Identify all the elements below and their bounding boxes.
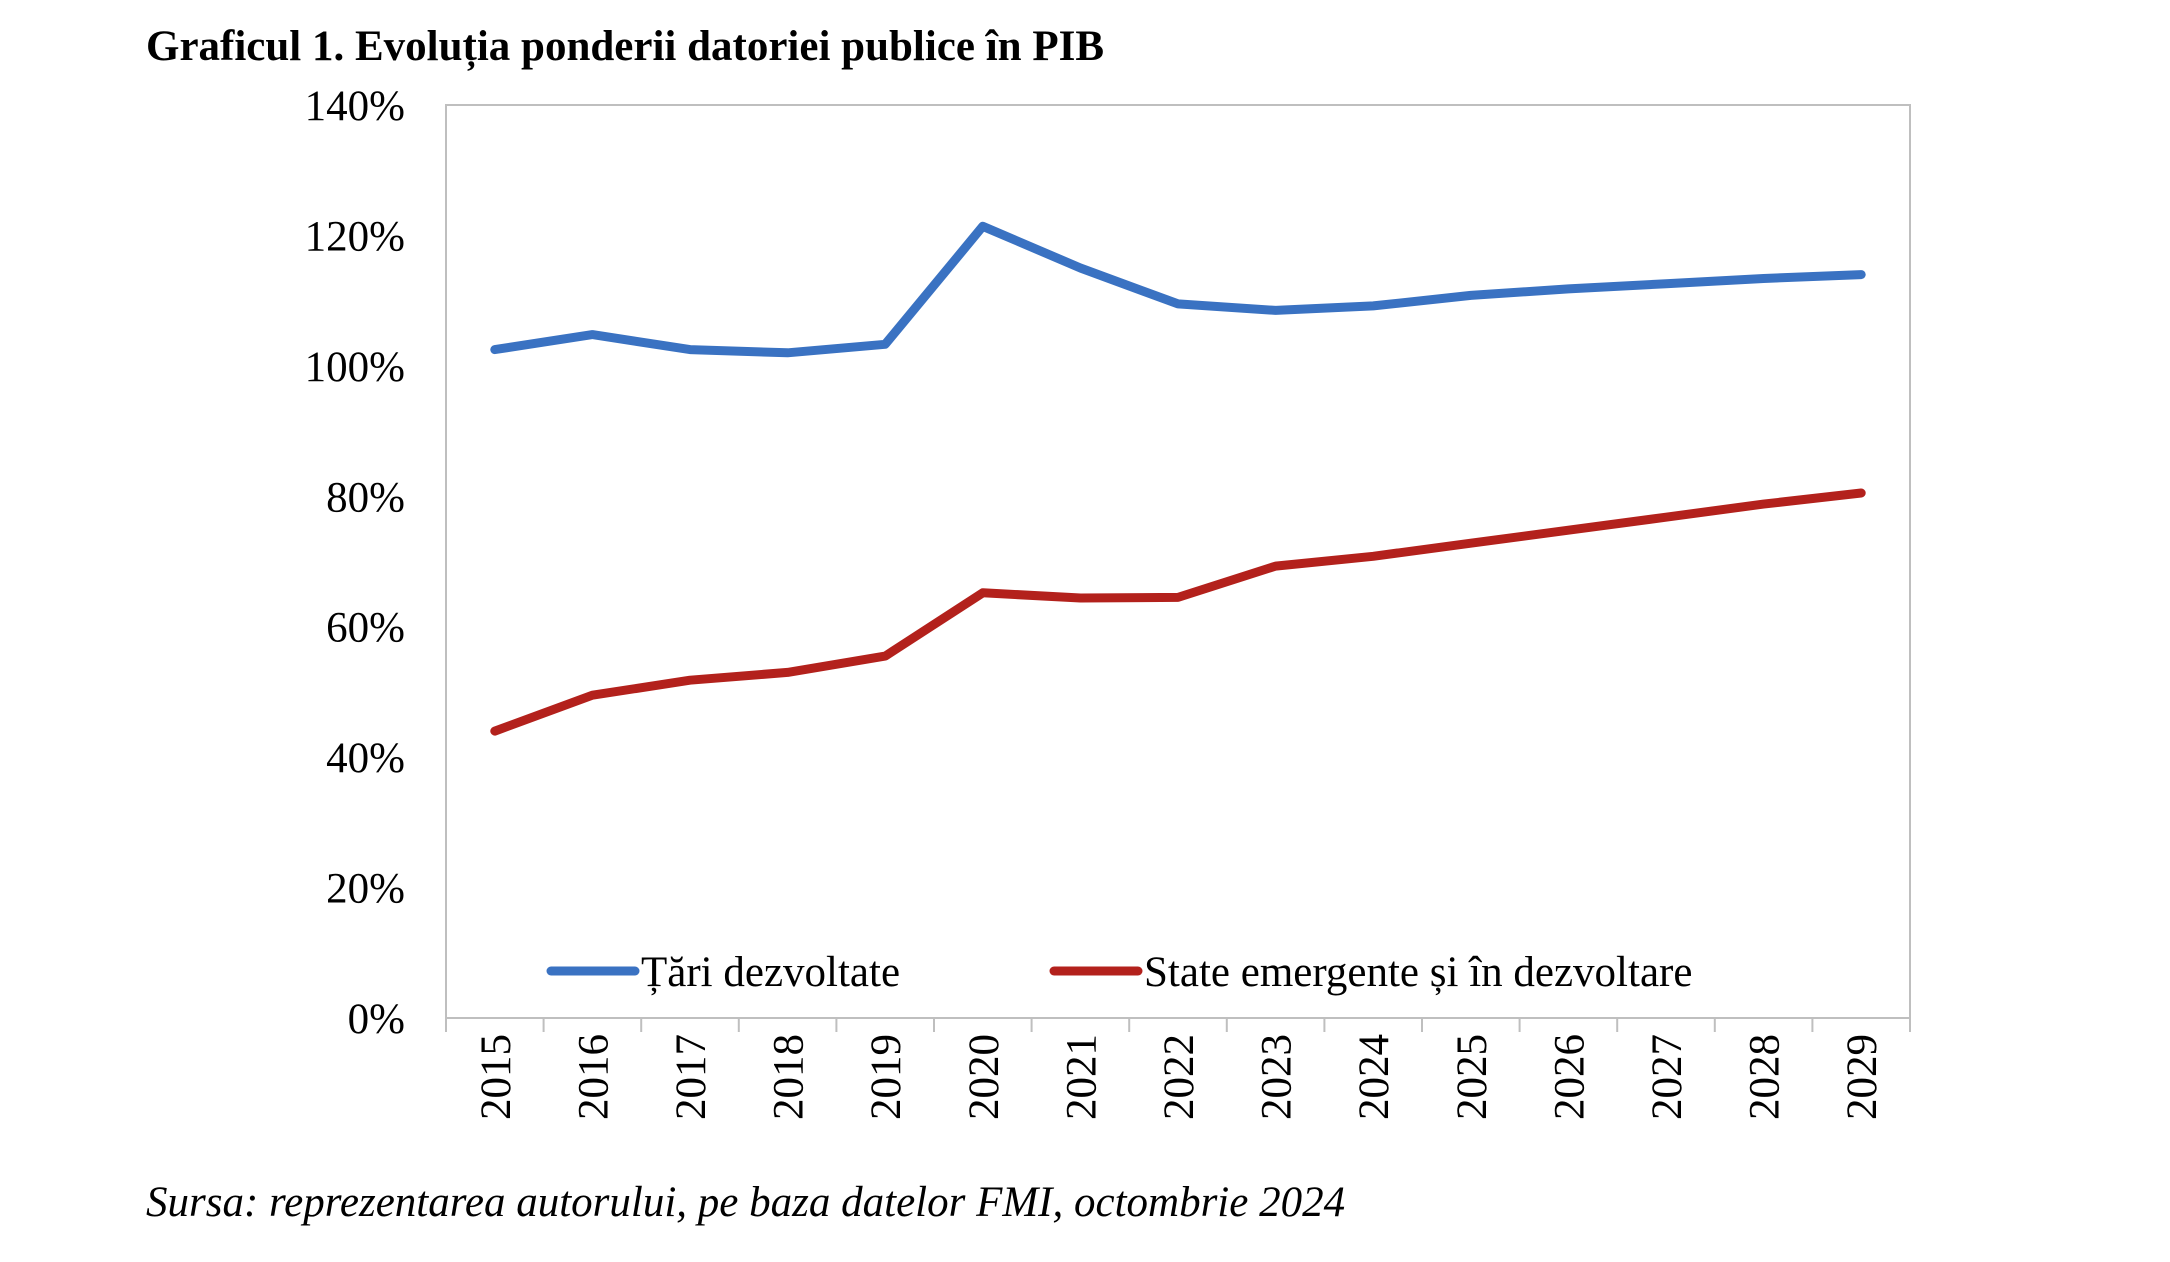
legend-label-2: State emergente și în dezvoltare: [1144, 949, 1692, 996]
x-tick-label: 2024: [1351, 1034, 1398, 1120]
x-tick-label: 2018: [766, 1034, 813, 1120]
series-line-2: [490, 488, 1866, 736]
chart-title: Graficul 1. Evoluția ponderii datoriei p…: [146, 23, 1105, 70]
x-tick-label: 2027: [1644, 1034, 1691, 1120]
x-tick-label: 2019: [863, 1034, 910, 1120]
x-tick-label: 2015: [473, 1034, 520, 1120]
x-tick-label: 2026: [1546, 1034, 1593, 1120]
y-tick-label: 100%: [305, 344, 405, 391]
x-tick-label: 2017: [668, 1034, 715, 1120]
legend: Țări dezvoltate State emergente și în dez…: [546, 949, 1692, 996]
x-tick-label: 2029: [1839, 1034, 1886, 1120]
y-tick-label: 0%: [348, 996, 405, 1043]
x-tick-label: 2025: [1449, 1034, 1496, 1120]
y-tick-label: 120%: [305, 213, 405, 260]
y-axis-labels: 0% 20% 40% 60% 80% 100% 120% 140%: [305, 83, 405, 1043]
y-tick-label: 20%: [326, 866, 405, 913]
series-line-1: [490, 221, 1866, 358]
plot-area-border: [445, 104, 1911, 1019]
x-axis-labels: 2015 2016 2017 2018 2019 2020 2021 2022 2023 2024…: [473, 1034, 1886, 1120]
x-axis-ticks: [445, 1018, 1911, 1032]
y-tick-label: 80%: [326, 474, 405, 521]
x-tick-label: 2022: [1156, 1034, 1203, 1120]
x-tick-label: 2023: [1254, 1034, 1301, 1120]
series-lines: [490, 221, 1866, 736]
x-tick-label: 2021: [1058, 1034, 1105, 1120]
x-tick-label: 2016: [570, 1034, 617, 1120]
legend-label-1: Țări dezvoltate: [641, 949, 900, 996]
source-note: Sursa: reprezentarea autorului, pe baza …: [146, 1179, 1346, 1226]
y-tick-label: 40%: [326, 735, 405, 782]
x-tick-label: 2028: [1742, 1034, 1789, 1120]
y-tick-label: 140%: [305, 83, 405, 130]
x-tick-label: 2020: [961, 1034, 1008, 1120]
y-tick-label: 60%: [326, 605, 405, 652]
